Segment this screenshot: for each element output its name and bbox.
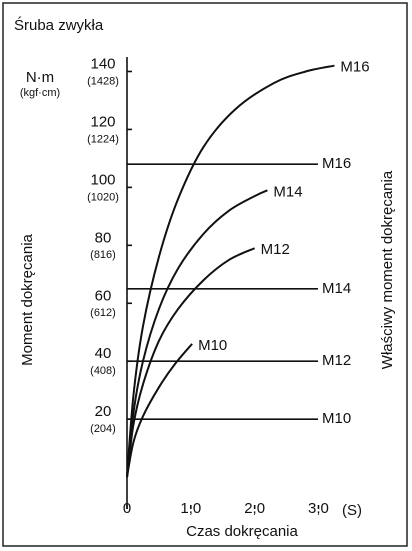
curve — [126, 64, 335, 478]
x-tick-label: 0 — [123, 500, 131, 517]
y-tick-label: 20 — [95, 403, 112, 420]
y-tick-sublabel: (816) — [90, 249, 116, 261]
chart-title: Śruba zwykła — [14, 16, 104, 34]
y-tick-sublabel: (1224) — [87, 133, 119, 145]
y-tick-sublabel: (612) — [90, 307, 116, 319]
y-axis-label: Moment dokręcania — [19, 233, 36, 365]
reference-label: M10 — [322, 410, 351, 427]
curve-label: M10 — [198, 337, 227, 354]
curve-label: M14 — [273, 183, 302, 200]
y-tick-sublabel: (408) — [90, 365, 116, 377]
curve — [126, 247, 256, 478]
x-tick-label: 3,0 — [308, 500, 329, 517]
y-tick-label: 120 — [90, 113, 115, 130]
reference-label: M12 — [322, 352, 351, 369]
reference-label: M14 — [322, 280, 351, 297]
curve — [126, 343, 193, 478]
y-tick-label: 100 — [90, 171, 115, 188]
y-tick-sublabel: (1020) — [87, 191, 119, 203]
x-unit: (S) — [342, 502, 362, 519]
reference-label: M16 — [322, 155, 351, 172]
frame — [2, 2, 408, 547]
y2-axis-label: Właściwy moment dokręcania — [379, 170, 396, 369]
x-tick-label: 2,0 — [244, 500, 265, 517]
y-tick-sublabel: (204) — [90, 423, 116, 435]
x-tick-label: 1,0 — [180, 500, 201, 517]
y-tick-label: 80 — [95, 229, 112, 246]
curve — [126, 189, 268, 478]
y-tick-label: 40 — [95, 345, 112, 362]
curve-label: M16 — [340, 59, 369, 76]
y-unit: N·m — [26, 69, 54, 86]
y-tick-label: 140 — [90, 55, 115, 72]
y-tick-label: 60 — [95, 287, 112, 304]
y-tick-sublabel: (1428) — [87, 75, 119, 87]
x-axis-label: Czas dokręcania — [186, 523, 298, 540]
curve-label: M12 — [261, 241, 290, 258]
y-unit-secondary: (kgf·cm) — [20, 87, 60, 99]
